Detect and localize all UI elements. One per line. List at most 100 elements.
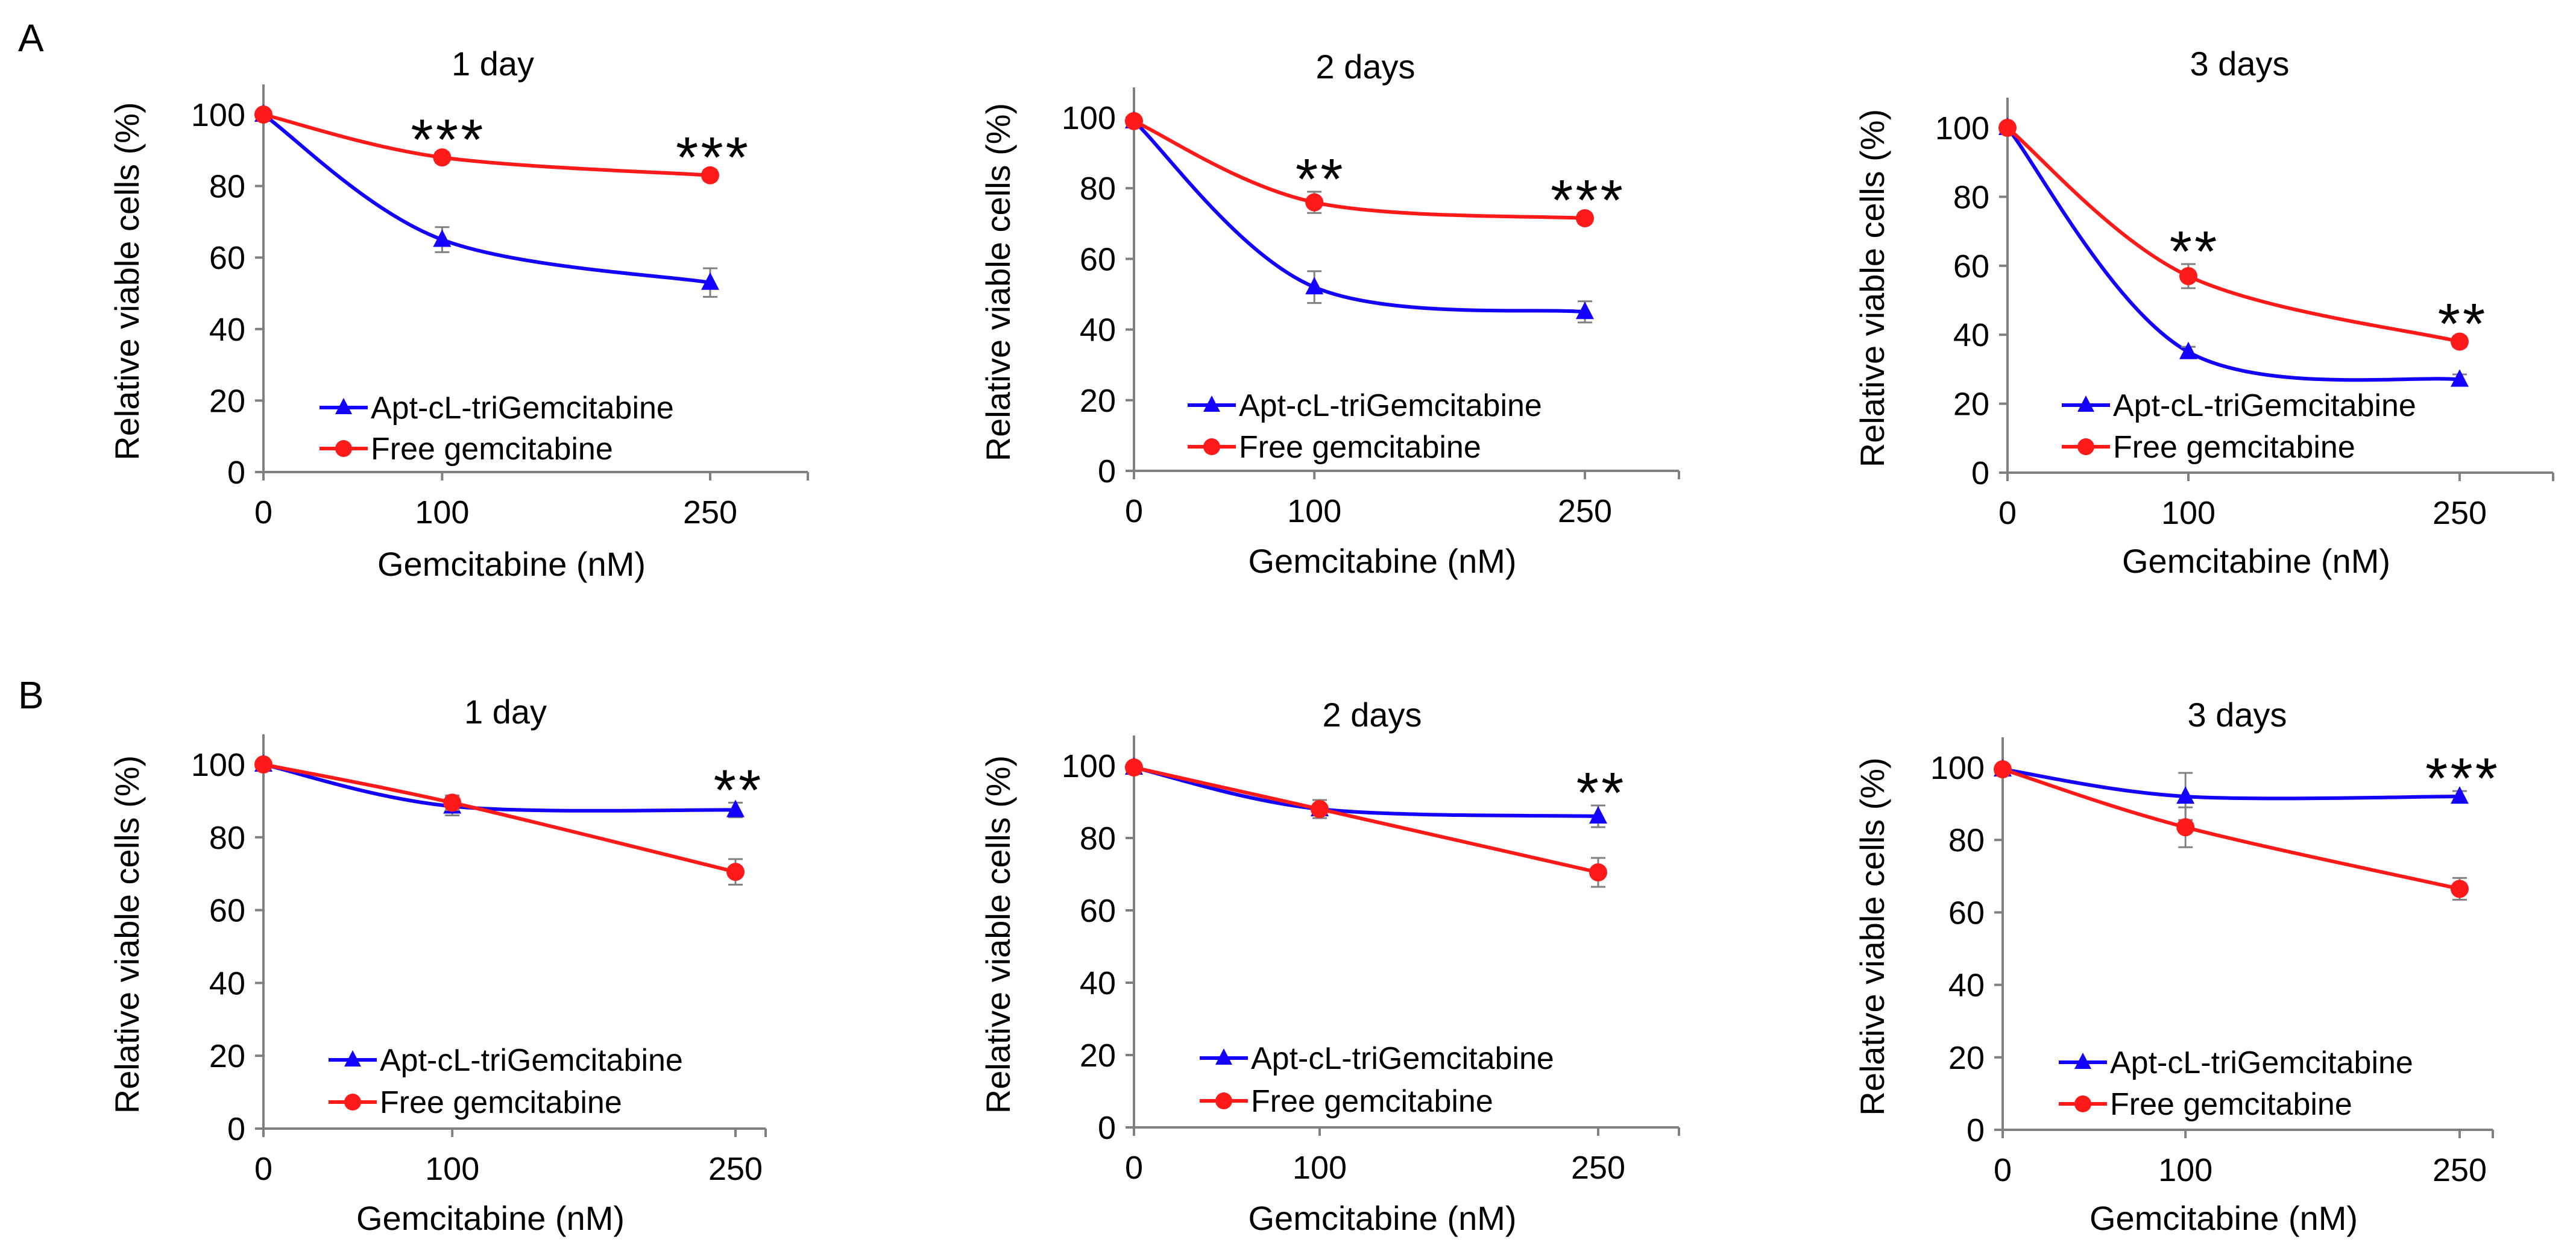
series-line-free — [263, 113, 711, 177]
chart-panel-4: B 1 day 0 20 40 60 80 100 0 100 250 Gemcitabine (nM… — [18, 673, 767, 1237]
series-line-apt — [263, 763, 736, 813]
chart-panel-3: 3 days 0 20 40 60 80 100 0 100 250 Gemcitabine (nM… — [1853, 45, 2554, 580]
chart-panel-1: A 1 day 0 20 40 60 80 100 0 100 250 Gemcitabine (nM… — [18, 16, 809, 583]
x-tick-label: 100 — [425, 1151, 479, 1187]
legend-marker — [2074, 1095, 2091, 1112]
data-point-free — [1311, 800, 1329, 818]
x-axis-label: Gemcitabine (nM) — [377, 545, 646, 583]
legend-item-apt: Apt-cL-triGemcitabine — [1200, 1041, 1554, 1076]
x-tick-label: 0 — [1998, 495, 2017, 531]
legend-marker — [1215, 1048, 1232, 1065]
legend-item-free: Free gemcitabine — [329, 1085, 622, 1120]
legend-label: Apt-cL-triGemcitabine — [2110, 1045, 2413, 1080]
chart-title: 3 days — [2190, 45, 2290, 83]
data-point-free — [1125, 112, 1143, 130]
data-point-free — [1576, 209, 1594, 228]
data-point-apt — [726, 799, 745, 818]
data-point-free — [1305, 193, 1324, 212]
series-line-apt — [1133, 766, 1599, 818]
y-tick-label: 100 — [191, 747, 245, 783]
y-tick-label: 100 — [1930, 750, 1985, 786]
data-point-free — [433, 148, 452, 167]
y-tick-label: 40 — [209, 965, 245, 1001]
x-axis-label: Gemcitabine (nM) — [356, 1199, 625, 1237]
chart-title: 2 days — [1323, 696, 1422, 734]
data-point-apt — [2451, 786, 2469, 804]
x-tick-label: 250 — [1571, 1150, 1625, 1186]
x-tick-label: 0 — [1125, 1150, 1143, 1186]
y-tick-label: 60 — [1080, 241, 1116, 277]
x-axis-label: Gemcitabine (nM) — [1248, 542, 1516, 580]
y-axis-label: Relative viable cells (%) — [108, 102, 146, 460]
series-line-apt — [2002, 767, 2460, 801]
significance-marker: ** — [1576, 761, 1627, 825]
chart-panel-5: 2 days 0 20 40 60 80 100 0 100 250 Gemcitabine (nM… — [979, 696, 1680, 1237]
legend-label: Apt-cL-triGemcitabine — [2113, 388, 2416, 423]
y-tick-label: 40 — [1953, 317, 1989, 353]
y-tick-label: 60 — [1953, 248, 1989, 285]
y-tick-label: 80 — [1080, 821, 1116, 857]
x-tick-label: 250 — [1558, 493, 1612, 529]
significance-marker: ** — [2170, 219, 2220, 284]
legend-label: Free gemcitabine — [1239, 430, 1481, 465]
y-tick-label: 20 — [1948, 1040, 1985, 1076]
data-point-apt — [2451, 369, 2469, 387]
data-point-free — [1998, 119, 2017, 137]
x-tick-label: 0 — [1125, 493, 1143, 529]
y-tick-label: 60 — [209, 893, 245, 929]
y-tick-label: 100 — [191, 97, 245, 133]
significance-marker: *** — [676, 125, 751, 190]
data-point-free — [254, 106, 272, 124]
legend-item-free: Free gemcitabine — [1188, 430, 1481, 465]
data-point-free — [2451, 880, 2469, 898]
y-tick-label: 40 — [1948, 968, 1985, 1004]
data-point-free — [726, 863, 745, 881]
legend-item-apt: Apt-cL-triGemcitabine — [2062, 388, 2416, 423]
legend-marker — [2077, 438, 2094, 455]
data-point-apt — [2179, 341, 2197, 359]
data-point-free — [701, 166, 719, 184]
x-tick-label: 250 — [2433, 495, 2487, 531]
series-line-free — [2002, 767, 2460, 891]
y-tick-label: 100 — [1062, 748, 1116, 784]
x-tick-label: 0 — [1994, 1152, 2012, 1188]
chart-title: 1 day — [452, 45, 534, 83]
legend-marker — [1215, 1092, 1232, 1109]
series-line-free — [1133, 119, 1586, 221]
x-tick-label: 250 — [2433, 1152, 2487, 1188]
data-point-apt — [1589, 806, 1607, 824]
legend-item-free: Free gemcitabine — [320, 432, 613, 467]
data-point-free — [443, 793, 462, 812]
y-tick-label: 80 — [1948, 822, 1985, 859]
chart-panel-6: 3 days 0 20 40 60 80 100 0 100 250 Gemcitabine (nM… — [1853, 696, 2500, 1237]
data-point-free — [254, 755, 272, 774]
y-tick-label: 80 — [1080, 171, 1116, 207]
y-axis-label: Relative viable cells (%) — [979, 103, 1017, 461]
y-tick-label: 40 — [1080, 312, 1116, 348]
legend-label: Free gemcitabine — [2110, 1087, 2352, 1122]
legend-marker — [335, 398, 352, 414]
legend-label: Free gemcitabine — [371, 432, 613, 467]
x-axis-label: Gemcitabine (nM) — [1248, 1199, 1516, 1237]
series-line-apt — [262, 113, 711, 285]
legend-item-free: Free gemcitabine — [2062, 430, 2355, 465]
y-tick-label: 20 — [1953, 386, 1989, 423]
y-axis-label: Relative viable cells (%) — [108, 755, 146, 1114]
data-point-apt — [433, 229, 452, 247]
legend-label: Apt-cL-triGemcitabine — [1251, 1041, 1554, 1076]
x-tick-label: 0 — [254, 1151, 272, 1187]
legend-marker — [2077, 395, 2094, 412]
series-line-free — [2006, 126, 2460, 344]
significance-marker: *** — [2425, 746, 2500, 811]
y-tick-label: 60 — [1080, 893, 1116, 929]
x-axis-label: Gemcitabine (nM) — [2089, 1199, 2358, 1237]
legend-marker — [2074, 1053, 2091, 1069]
significance-marker: *** — [1551, 168, 1625, 233]
data-point-free — [2451, 332, 2469, 351]
legend-label: Apt-cL-triGemcitabine — [380, 1043, 683, 1078]
legend-item-apt: Apt-cL-triGemcitabine — [320, 391, 674, 426]
y-tick-label: 80 — [1953, 179, 1989, 215]
y-tick-label: 40 — [209, 312, 245, 348]
legend-label: Free gemcitabine — [1251, 1084, 1493, 1119]
y-tick-label: 60 — [209, 240, 245, 276]
